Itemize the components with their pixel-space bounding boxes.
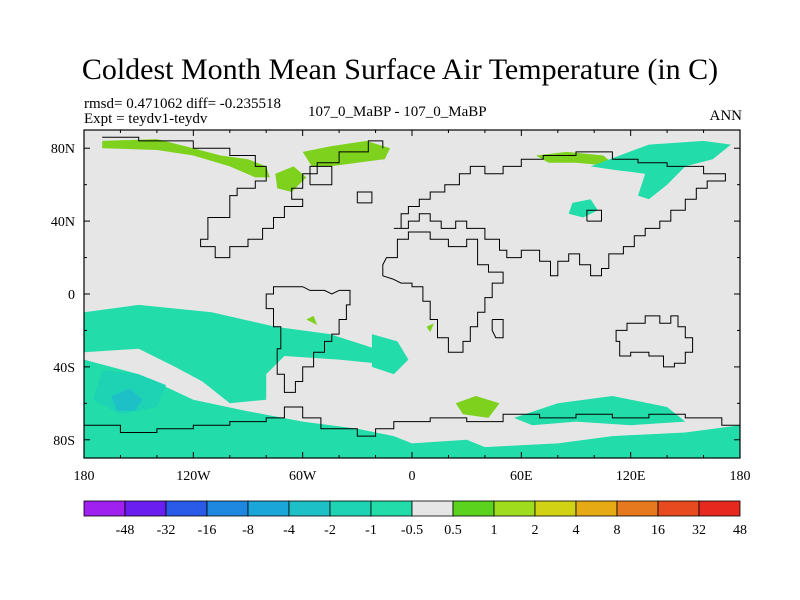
coastline-7 — [309, 165, 333, 186]
anomaly-region-14 — [306, 315, 318, 325]
colorbar-swatch-13 — [616, 500, 659, 517]
colorbar-swatch-9 — [452, 500, 495, 517]
x-tick-label-4: 60E — [510, 469, 533, 484]
coastline-4 — [615, 315, 694, 368]
coastline-0 — [102, 136, 384, 259]
colorbar-label-12: 8 — [614, 523, 621, 538]
colorbar-swatch-7 — [370, 500, 413, 517]
colorbar-swatch-6 — [329, 500, 372, 517]
anomaly-region-0 — [102, 139, 270, 178]
colorbar-swatch-4 — [247, 500, 290, 517]
colorbar-swatch-14 — [657, 500, 700, 517]
y-tick-label-4: 80S — [53, 434, 75, 449]
colorbar-label-5: -2 — [324, 523, 336, 538]
y-tick-label-3: 40S — [53, 361, 75, 376]
colorbar-swatch-1 — [124, 500, 167, 517]
colorbar-label-8: 0.5 — [444, 523, 462, 538]
colorbar-label-3: -8 — [242, 523, 254, 538]
colorbar-label-7: -0.5 — [401, 523, 423, 538]
coastline-8 — [586, 209, 602, 222]
season-label: ANN — [709, 108, 743, 124]
colorbar-label-0: -48 — [116, 523, 135, 538]
anomaly-region-6 — [84, 304, 376, 404]
colorbar-swatch-15 — [698, 500, 741, 517]
x-tick-label-1: 120W — [176, 469, 211, 484]
colorbar-label-14: 32 — [692, 523, 706, 538]
coastline-5 — [84, 406, 740, 437]
colorbar-swatch-12 — [575, 500, 618, 517]
colorbar-label-11: 4 — [573, 523, 580, 538]
colorbar-swatch-10 — [493, 500, 536, 517]
anomaly-region-7 — [84, 359, 740, 458]
colorbar-label-9: 1 — [491, 523, 498, 538]
anomaly-region-9 — [371, 334, 409, 375]
y-tick-label-2: 0 — [68, 288, 75, 303]
y-tick-label-1: 40N — [51, 215, 75, 230]
coastline-2 — [382, 231, 504, 353]
anomaly-region-2 — [275, 166, 307, 192]
colorbar-swatch-3 — [206, 500, 249, 517]
colorbar-label-4: -4 — [283, 523, 295, 538]
colorbar-swatch-5 — [288, 500, 331, 517]
coastline-1 — [265, 286, 351, 393]
coastline-9 — [356, 191, 373, 204]
period-subtitle: 107_0_MaBP - 107_0_MaBP — [308, 104, 487, 120]
colorbar-label-2: -16 — [198, 523, 217, 538]
colorbar-label-10: 2 — [532, 523, 539, 538]
chart-title: Coldest Month Mean Surface Air Temperatu… — [81, 53, 719, 86]
x-tick-label-6: 180 — [730, 469, 751, 484]
experiment-subtitle: Expt = teydv1-teydv — [84, 111, 208, 127]
colorbar-label-13: 16 — [651, 523, 665, 538]
stats-subtitle: rmsd= 0.471062 diff= -0.235518 — [84, 96, 282, 112]
colorbar-swatch-2 — [165, 500, 208, 517]
y-tick-label-0: 80N — [51, 142, 75, 157]
anomaly-region-5 — [568, 199, 598, 218]
x-tick-label-0: 180 — [74, 469, 95, 484]
colorbar-label-1: -32 — [157, 523, 176, 538]
x-tick-label-2: 60W — [289, 469, 317, 484]
coastline-6 — [491, 319, 504, 339]
anomaly-region-13 — [426, 323, 434, 333]
colorbar-swatch-0 — [83, 500, 126, 517]
coastline-3 — [393, 151, 726, 277]
anomaly-region-12 — [455, 396, 500, 418]
x-tick-label-3: 0 — [409, 469, 416, 484]
colorbar-swatch-11 — [534, 500, 577, 517]
x-tick-label-5: 120E — [616, 469, 646, 484]
anomaly-region-11 — [111, 388, 143, 411]
colorbar-label-6: -1 — [365, 523, 377, 538]
colorbar-swatch-8 — [411, 500, 454, 517]
anomaly-region-4 — [590, 140, 731, 200]
colorbar-label-15: 48 — [733, 523, 747, 538]
